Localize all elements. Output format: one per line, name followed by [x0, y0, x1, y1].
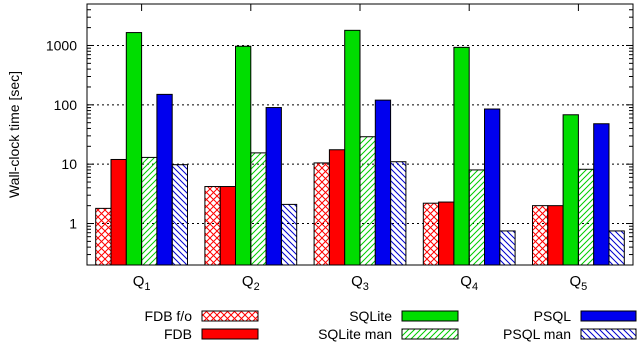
bar-fdb [438, 201, 455, 266]
bar-sqlite [125, 32, 143, 266]
bar-psql [156, 93, 173, 266]
x-tick-label: Q2 [242, 273, 260, 293]
y-tick-label: 1000 [46, 37, 77, 53]
x-tick-label: Q4 [460, 273, 478, 293]
bar-sqlite [235, 45, 252, 266]
bar-psql [484, 108, 501, 266]
legend-swatch-fdb [201, 328, 259, 340]
bar-sqlite-man [359, 136, 376, 266]
legend-swatch-sqlite [401, 310, 459, 322]
x-tick-label: Q5 [570, 273, 588, 293]
bar-fdb-f-o [204, 186, 221, 266]
bar-sqlite-man [577, 168, 595, 266]
legend-swatch-sqlite-man [401, 328, 459, 340]
legend-swatch-psql [580, 310, 637, 322]
legend-label-sqlite-man: SQLite man [318, 326, 392, 342]
x-tick-label: Q1 [133, 273, 151, 293]
bar-fdb-f-o [95, 207, 112, 266]
bar-psql [593, 123, 610, 266]
bar-sqlite [453, 46, 470, 266]
legend: FDB f/o FDB SQLite SQLite man PSQL PSQL man [145, 308, 637, 342]
bar-fdb-f-o [313, 162, 330, 266]
bar-sqlite [562, 114, 579, 266]
bar-psql-man [608, 230, 625, 266]
bar-fdb [547, 205, 564, 266]
bar-fdb-f-o [532, 205, 549, 266]
bar-sqlite-man [250, 152, 267, 266]
y-axis-ticks: 1 10 100 1000 [46, 3, 633, 266]
bar-psql-man [171, 164, 188, 266]
bar-psql-man [499, 230, 516, 266]
x-axis-ticks: Q1 Q2 Q3 Q4 Q5 [133, 4, 588, 293]
bar-fdb [219, 186, 236, 266]
legend-swatch-fdb-f-o [201, 310, 259, 322]
bars [95, 29, 625, 266]
y-tick-label: 1 [69, 216, 77, 232]
bar-sqlite [344, 29, 361, 266]
legend-label-psql-man: PSQL man [503, 326, 571, 342]
legend-label-fdb: FDB [164, 326, 192, 342]
bar-psql-man [390, 161, 407, 266]
bar-fdb-f-o [422, 202, 440, 266]
bar-psql [374, 99, 392, 266]
bar-fdb [328, 149, 346, 266]
x-tick-label: Q3 [351, 273, 369, 293]
y-axis-label: Wall-clock time [sec] [6, 71, 22, 198]
legend-swatch-psql-man [580, 328, 637, 340]
bar-psql [265, 107, 282, 266]
bar-sqlite-man [468, 169, 486, 266]
legend-label-fdb-f-o: FDB f/o [145, 308, 193, 324]
legend-label-psql: PSQL [534, 308, 572, 324]
y-tick-label: 100 [54, 97, 78, 113]
y-tick-label: 10 [61, 156, 77, 172]
bar-sqlite-man [141, 156, 158, 266]
bar-fdb [110, 158, 127, 266]
bar-psql-man [280, 203, 298, 266]
legend-label-sqlite: SQLite [349, 308, 392, 324]
